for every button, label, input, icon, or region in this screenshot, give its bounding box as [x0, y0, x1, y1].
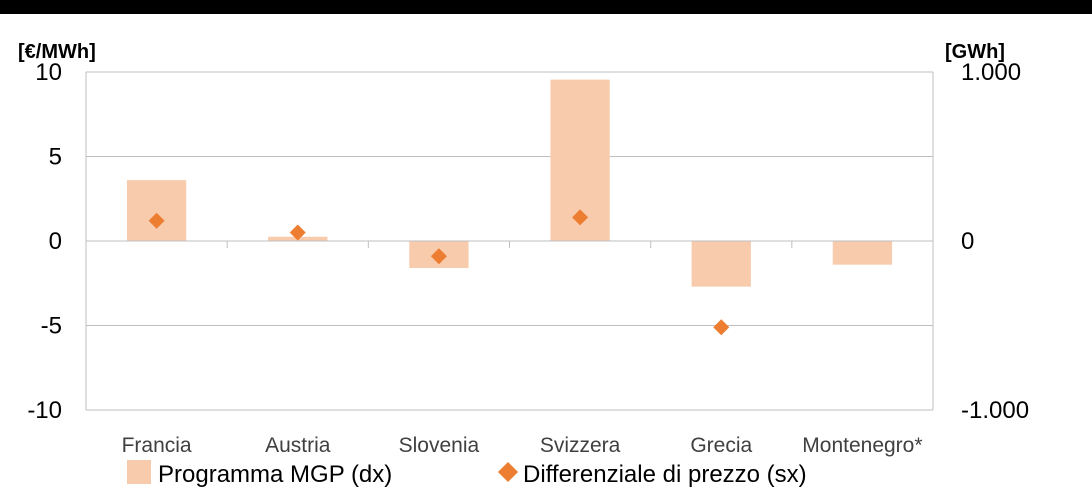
x-tick-label: Svizzera: [540, 434, 621, 457]
diamond-marker: [713, 319, 730, 336]
diamond-marker: [148, 212, 165, 229]
y-right-tick-label: -1.000: [961, 397, 1029, 424]
legend: Programma MGP (dx) Differenziale di prez…: [127, 460, 807, 488]
y-left-tick-label: -5: [41, 313, 62, 340]
legend-label-bar: Programma MGP (dx): [158, 461, 392, 488]
x-tick-label: Austria: [265, 434, 331, 457]
marker-series: [148, 209, 730, 336]
bar-series: [126, 79, 893, 287]
y-right-tick-label: 0: [961, 228, 974, 255]
y-left-tick-label: 10: [35, 59, 62, 86]
y-left-tick-label: -10: [27, 397, 62, 424]
x-tick-label: Grecia: [690, 434, 752, 457]
legend-swatch-bar: [127, 460, 151, 484]
x-tick-label: Francia: [122, 434, 192, 457]
top-border-bar: [0, 0, 1092, 14]
axis-labels: 10 5 0 -5 -10 1.000 0 -1.000 Francia Austria Slove…: [27, 59, 1029, 457]
y-left-tick-label: 0: [49, 228, 62, 255]
legend-swatch-diamond: [498, 462, 518, 482]
y-right-tick-label: 1.000: [961, 59, 1021, 86]
y-left-unit-label: [€/MWh]: [18, 41, 96, 63]
bar: [691, 241, 751, 287]
x-tick-label: Slovenia: [399, 434, 480, 457]
x-tick-label: Montenegro*: [802, 434, 922, 457]
y-right-unit-label: [GWh]: [945, 41, 1005, 63]
y-left-tick-label: 5: [49, 144, 62, 171]
diamond-marker: [572, 209, 589, 226]
axes: [85, 72, 934, 410]
legend-label-diamond: Differenziale di prezzo (sx): [523, 461, 807, 488]
bar: [126, 180, 187, 241]
diamond-marker: [430, 248, 447, 265]
diamond-marker: [289, 224, 306, 241]
bar: [832, 241, 893, 265]
gridlines: [86, 71, 933, 411]
